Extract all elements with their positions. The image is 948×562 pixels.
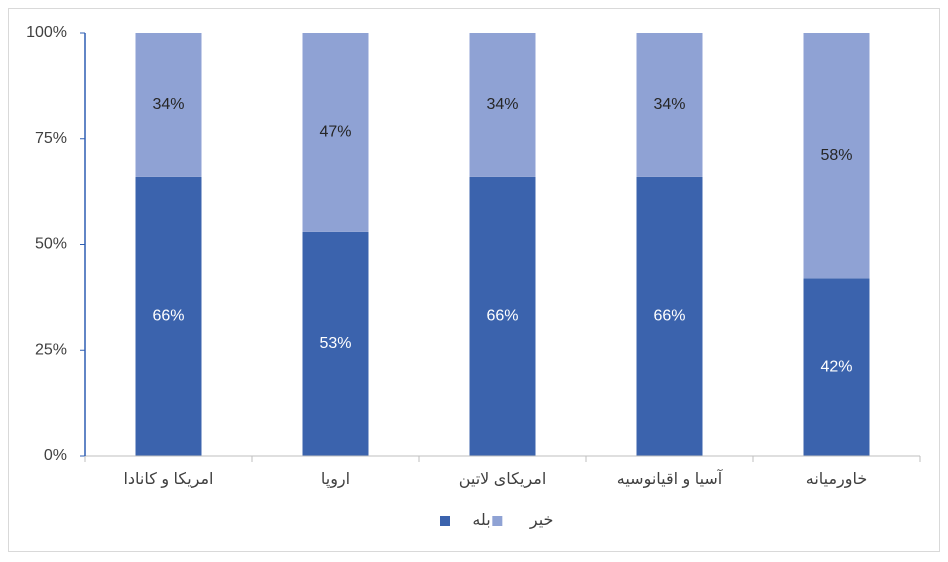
value-label: 66%: [486, 308, 518, 325]
y-tick-label: 0%: [44, 447, 67, 464]
value-label: 58%: [820, 147, 852, 164]
value-label: 34%: [653, 96, 685, 113]
value-label: 42%: [820, 358, 852, 375]
x-tick-label: امریکا و کانادا: [123, 471, 213, 489]
x-tick-label: خاورمیانه: [806, 471, 868, 489]
value-label: 66%: [653, 308, 685, 325]
x-tick-label: امریکای لاتین: [459, 471, 547, 489]
bar: [135, 176, 202, 456]
y-tick-label: 75%: [35, 130, 67, 147]
bar: [803, 33, 870, 279]
legend-swatch: [492, 516, 503, 526]
y-tick-label: 50%: [35, 236, 67, 253]
bar: [469, 176, 536, 456]
x-tick-label: اروپا: [321, 471, 350, 489]
value-label: 53%: [319, 335, 351, 352]
legend-label: خیر: [529, 512, 554, 530]
value-label: 47%: [319, 124, 351, 141]
bar: [302, 33, 369, 232]
bar: [636, 33, 703, 177]
bar: [469, 33, 536, 177]
legend-label: بله: [472, 512, 490, 529]
bar: [135, 33, 202, 177]
bar: [803, 278, 870, 456]
bar: [302, 231, 369, 456]
legend-swatch: [440, 516, 450, 526]
value-label: 34%: [152, 96, 184, 113]
bar: [636, 176, 703, 456]
value-label: 34%: [486, 96, 518, 113]
value-label: 66%: [152, 308, 184, 325]
y-tick-label: 100%: [26, 24, 67, 41]
x-tick-label: آسیا و اقیانوسیه: [617, 469, 724, 489]
y-tick-label: 25%: [35, 341, 67, 358]
